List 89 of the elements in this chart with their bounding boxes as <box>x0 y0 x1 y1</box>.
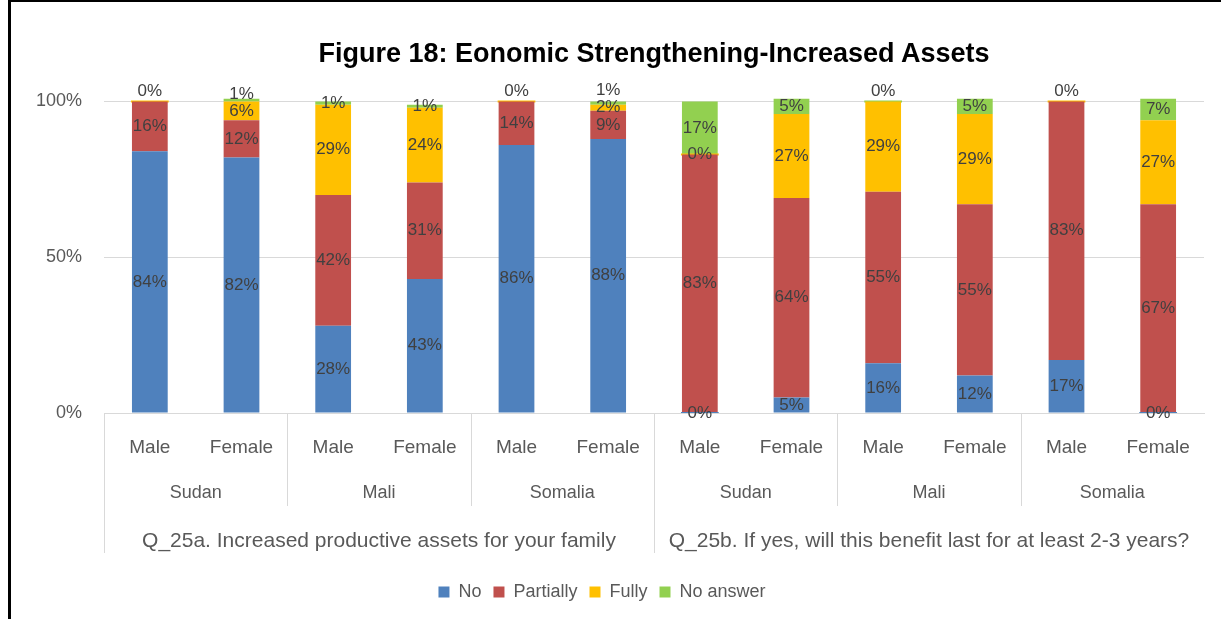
x-tick-label: Male <box>1045 435 1088 457</box>
data-label: 24% <box>407 134 442 154</box>
x-tick-label: Female <box>393 435 457 457</box>
data-label: 55% <box>866 267 901 287</box>
data-label: 7% <box>1145 98 1171 118</box>
data-label: 17% <box>682 117 717 137</box>
bar <box>223 98 260 102</box>
data-label: 83% <box>682 273 717 293</box>
data-label: 29% <box>957 148 992 168</box>
data-label: 86% <box>499 268 534 288</box>
bar <box>773 113 810 199</box>
data-label: 0% <box>687 144 713 164</box>
data-label: 29% <box>866 136 901 156</box>
data-label: 27% <box>1141 151 1176 171</box>
legend-label: Fully <box>609 580 648 601</box>
text: Sudan <box>719 481 772 502</box>
bar <box>1048 101 1085 361</box>
bar <box>1140 120 1177 205</box>
text: Q_25a. Increased productive assets for your family <box>142 527 617 552</box>
x-tick-label: Male <box>312 435 354 457</box>
data-label: 0% <box>504 81 529 101</box>
data-label: 1% <box>412 95 438 115</box>
data-label: 43% <box>407 335 442 355</box>
bar <box>315 325 352 413</box>
bar <box>865 191 902 364</box>
data-label: 5% <box>779 394 804 414</box>
text: Mali <box>912 481 946 502</box>
data-label: 5% <box>962 95 988 115</box>
data-label: 1% <box>595 80 621 100</box>
x-tick-label: Male <box>495 435 538 457</box>
data-label: 55% <box>957 279 992 299</box>
data-label: 12% <box>957 383 992 403</box>
data-label: 27% <box>774 145 809 165</box>
bar <box>956 113 993 205</box>
legend-label: Partially <box>513 580 578 601</box>
y-tick-label: 0% <box>55 401 82 422</box>
legend-label: No <box>458 580 482 601</box>
bar <box>223 157 260 413</box>
chart-title: Figure 18: Eonomic Strengthening-Increased Assets <box>318 37 990 68</box>
x-tick-label: Male <box>679 435 721 457</box>
legend-label: No answer <box>679 580 766 601</box>
data-label: 5% <box>779 95 804 115</box>
bar <box>406 279 443 413</box>
x-tick-label: Female <box>759 435 824 457</box>
x-tick-label: Male <box>129 435 171 457</box>
y-tick-label: 50% <box>45 246 82 267</box>
bar <box>590 138 627 413</box>
x-tick-label: Male <box>862 435 904 457</box>
data-label: 84% <box>132 271 167 291</box>
text: Q_25b. If yes, will this benefit last for at least 2-3 years? <box>668 527 1190 552</box>
data-label: 28% <box>316 358 351 378</box>
x-tick-label: Female <box>209 435 274 457</box>
data-label: 0% <box>1054 81 1079 101</box>
data-label: 42% <box>316 250 351 270</box>
bar <box>773 198 810 398</box>
data-label: 12% <box>224 128 259 148</box>
data-label: 31% <box>407 220 442 240</box>
data-label: 14% <box>499 113 534 133</box>
data-label: 1% <box>229 83 254 103</box>
text: Somalia <box>529 481 596 502</box>
bar <box>131 151 168 413</box>
text: Mali <box>362 481 396 502</box>
x-tick-label: Female <box>1126 435 1190 457</box>
data-label: 1% <box>320 92 346 112</box>
data-label: 0% <box>1145 402 1171 422</box>
data-label: 6% <box>229 100 254 120</box>
data-label: 67% <box>1141 298 1176 318</box>
data-label: 16% <box>866 377 901 397</box>
bar <box>956 204 993 376</box>
bar <box>865 101 902 192</box>
data-label: 9% <box>595 114 621 134</box>
data-label: 83% <box>1049 220 1084 240</box>
data-label: 17% <box>1049 375 1084 395</box>
data-label: 0% <box>687 402 713 422</box>
data-label: 16% <box>132 116 167 136</box>
text: Somalia <box>1079 481 1146 502</box>
data-label: 29% <box>316 139 351 159</box>
data-label: 0% <box>870 81 896 101</box>
x-tick-label: Female <box>576 435 640 457</box>
bar <box>498 145 535 413</box>
bar <box>315 194 352 326</box>
text: Sudan <box>169 481 222 502</box>
x-tick-label: Female <box>943 435 1007 457</box>
data-label: 0% <box>137 81 163 101</box>
bar <box>406 182 443 280</box>
y-tick-label: 100% <box>35 90 82 111</box>
data-label: 64% <box>774 287 809 307</box>
data-label: 82% <box>224 274 259 294</box>
data-label: 88% <box>591 265 626 285</box>
